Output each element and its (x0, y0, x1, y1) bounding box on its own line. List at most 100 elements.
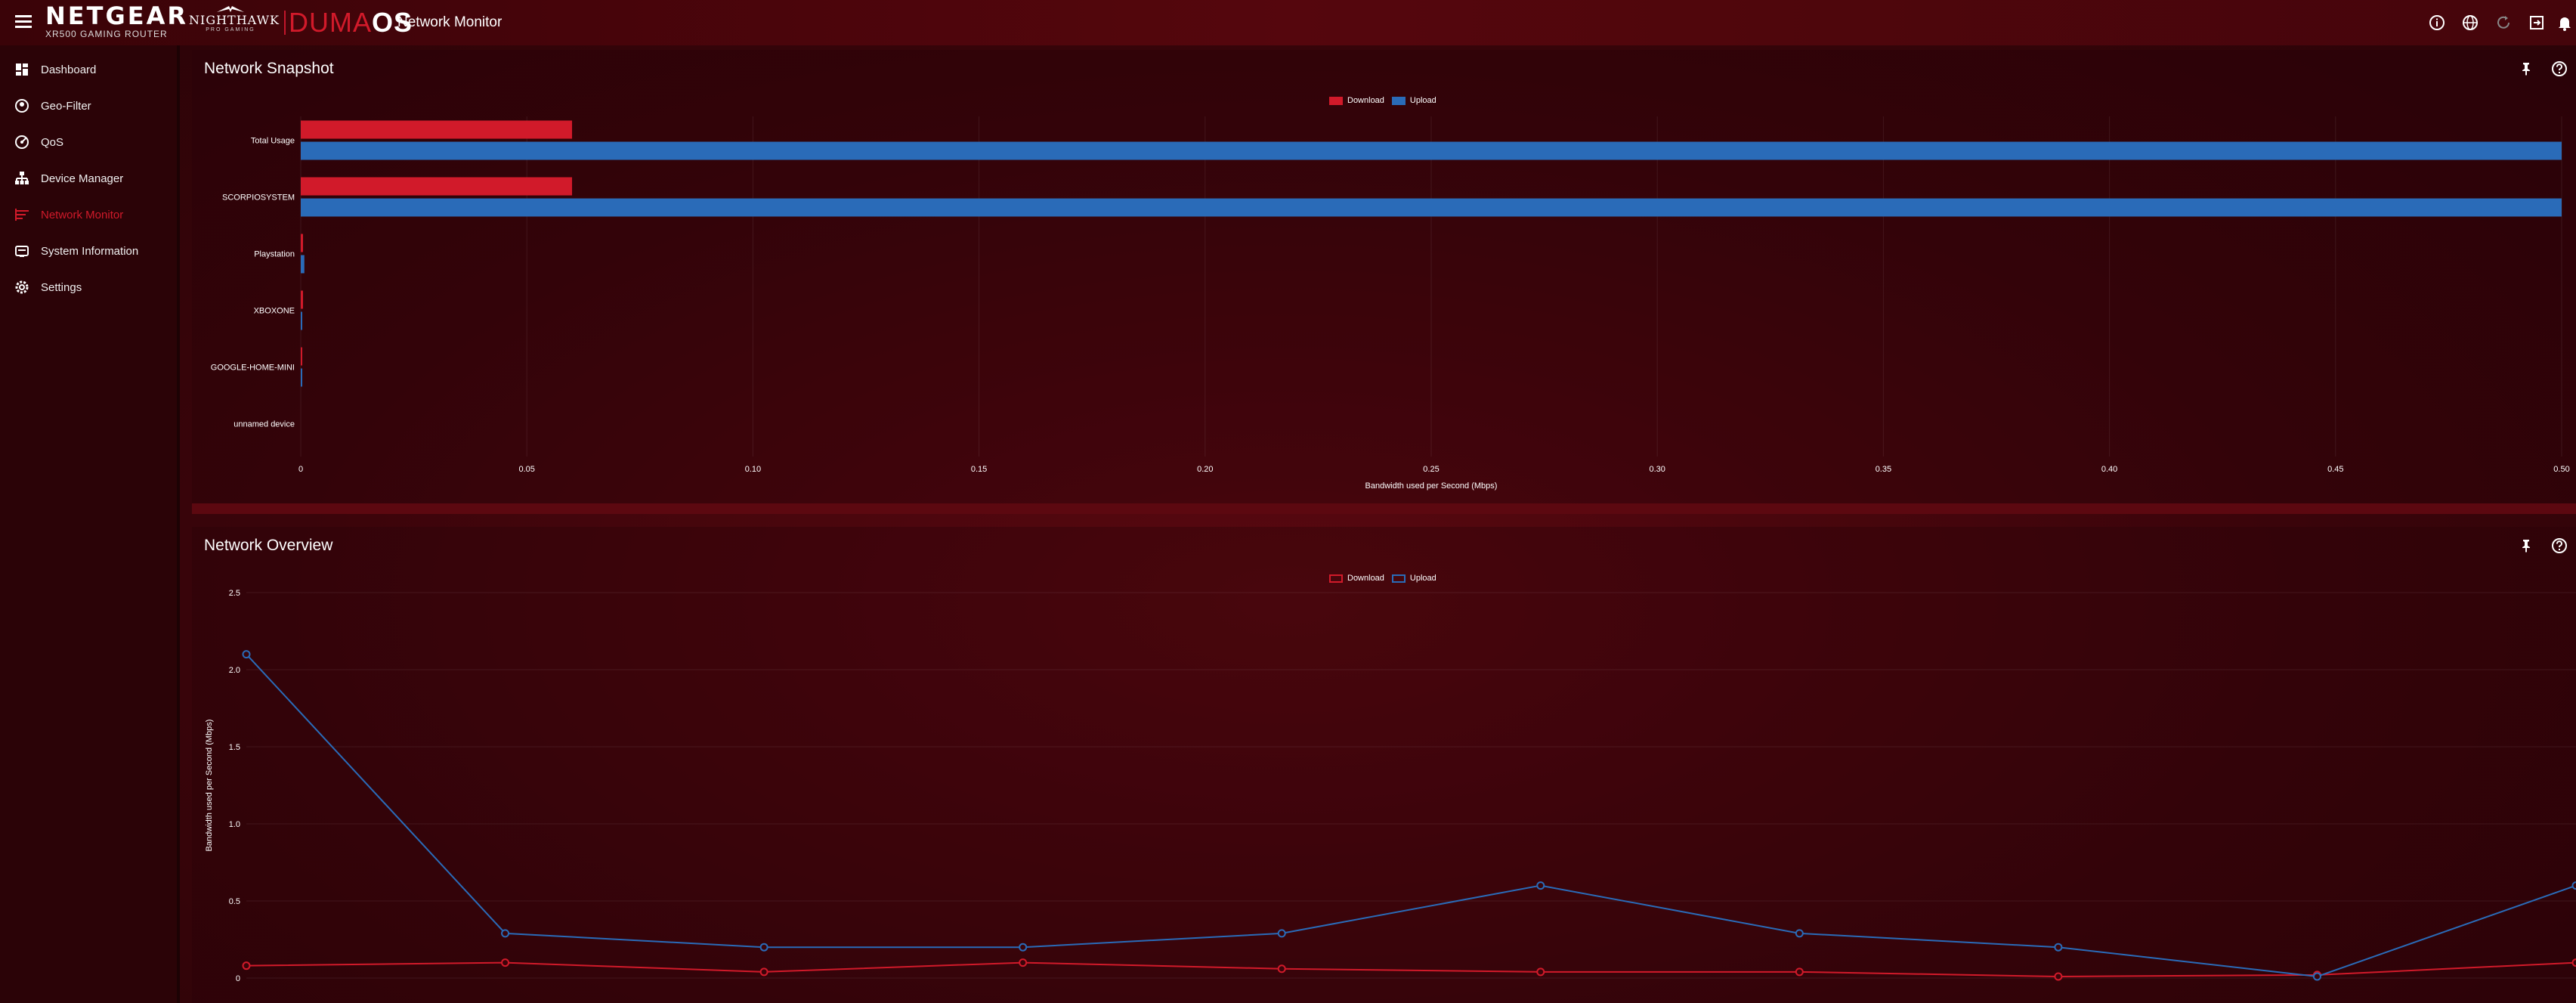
settings-icon (14, 279, 30, 296)
x-tick-label: 0 (298, 465, 303, 474)
x-tick-label: 0.15 (971, 465, 987, 474)
y-tick-label: SCORPIOSYSTEM (222, 193, 295, 203)
legend-label: Upload (1409, 574, 1436, 583)
network-snapshot-bar-chart: 0 0.05 0.10 0.15 0.20 0.25 0.30 0.35 0.40 0.45 0.5… (211, 116, 2570, 491)
legend-label: Download (1347, 574, 1384, 583)
legend-label: Download (1347, 96, 1384, 105)
pin-icon[interactable] (2510, 536, 2543, 556)
y-axis-label: Bandwidth used per Second (Mbps) (205, 720, 214, 852)
y-tick-label: 0 (236, 974, 240, 983)
nighthawk-name: NIGHTHAWK (189, 13, 280, 27)
legend-swatch-upload (1391, 96, 1406, 105)
help-icon[interactable] (2543, 59, 2576, 79)
x-tick-label: 0.50 (2553, 465, 2569, 474)
network-overview-line-chart: 0 0.5 1.0 1.5 2.0 2.5 Bandwidth used per Secon… (205, 589, 2576, 983)
bar-download (301, 290, 303, 309)
top-header: NETGEAR XR500 GAMING ROUTER NIGHTHAWK PR… (0, 0, 2576, 45)
header-divider (284, 11, 286, 35)
bar-download (301, 347, 302, 366)
geo-filter-icon (14, 98, 30, 114)
sidebar-item-label: QoS (41, 135, 64, 149)
globe-icon[interactable] (2454, 11, 2487, 35)
legend-item-upload[interactable]: Upload (1391, 574, 1436, 583)
legend-label: Upload (1409, 96, 1436, 105)
legend-swatch-upload (1391, 574, 1406, 583)
sidebar-item-system-information[interactable]: System Information (0, 233, 177, 269)
sidebar-item-dashboard[interactable]: Dashboard (0, 51, 177, 88)
sidebar-item-label: Network Monitor (41, 208, 124, 221)
x-tick-label: 0.30 (1649, 465, 1665, 474)
data-point-upload (1536, 881, 1545, 890)
dumaos-logo-duma: DUMA (289, 7, 372, 38)
sidebar-item-qos[interactable]: QoS (0, 124, 177, 160)
data-point-download (1019, 958, 1028, 967)
legend-item-download[interactable]: Download (1329, 96, 1384, 105)
panel-actions (2510, 536, 2576, 556)
x-tick-label: 0.40 (2101, 465, 2117, 474)
x-axis-label: Bandwidth used per Second (Mbps) (1365, 481, 1498, 491)
qos-icon (14, 134, 30, 150)
network-monitor-icon (14, 206, 30, 223)
series-line-upload (246, 653, 2576, 977)
y-tick-label: 1.5 (229, 743, 240, 752)
pin-icon[interactable] (2510, 59, 2543, 79)
network-snapshot-panel: Network Snapshot Download Upload 0 0.05 0.… (192, 50, 2576, 514)
sidebar-item-device-manager[interactable]: Device Manager (0, 160, 177, 197)
netgear-logo: NETGEAR XR500 GAMING ROUTER (45, 3, 188, 39)
dumaos-logo: DUMAOS (289, 8, 413, 38)
x-tick-label: 0.45 (2327, 465, 2343, 474)
data-point-upload (2571, 881, 2576, 890)
data-point-upload (2312, 972, 2321, 981)
logout-icon[interactable] (2520, 11, 2553, 35)
device-manager-icon (14, 170, 30, 187)
chart-legend: Download Upload (1329, 96, 1444, 105)
bar-download (301, 234, 303, 252)
series-line-download (246, 961, 2576, 977)
bar-download (301, 177, 573, 196)
x-tick-label: 0.05 (518, 465, 534, 474)
sidebar-item-settings[interactable]: Settings (0, 269, 177, 305)
legend-swatch-download (1329, 96, 1343, 105)
x-tick-label: 0.25 (1423, 465, 1439, 474)
legend-item-upload[interactable]: Upload (1391, 96, 1436, 105)
data-point-download (2054, 972, 2063, 981)
sidebar-item-label: Settings (41, 280, 82, 294)
bar-upload (301, 368, 302, 387)
bar-upload (301, 311, 302, 330)
data-point-upload (501, 929, 510, 938)
nighthawk-tagline: PRO GAMING (206, 27, 255, 33)
legend-swatch-download (1329, 574, 1343, 583)
panel-actions (2510, 59, 2576, 79)
bar-upload (301, 255, 305, 274)
panel-title: Network Snapshot (204, 60, 334, 77)
y-tick-label: 2.0 (229, 666, 240, 675)
y-tick-label: 0.5 (229, 897, 240, 906)
header-actions (2420, 11, 2576, 35)
sidebar-item-label: Dashboard (41, 63, 97, 76)
panel-title: Network Overview (204, 537, 333, 554)
x-tick-label: 0.20 (1197, 465, 1213, 474)
info-icon[interactable] (2420, 11, 2454, 35)
y-tick-label: 1.0 (229, 820, 240, 829)
refresh-icon[interactable] (2487, 11, 2520, 35)
help-icon[interactable] (2543, 536, 2576, 556)
nighthawk-wing-icon (217, 6, 244, 12)
data-point-download (1536, 967, 1545, 977)
bell-icon[interactable] (2553, 11, 2576, 35)
sidebar-item-label: Device Manager (41, 172, 124, 185)
legend-item-download[interactable]: Download (1329, 574, 1384, 583)
menu-icon[interactable] (15, 15, 32, 29)
y-tick-label: Total Usage (251, 137, 295, 146)
sidebar-item-geo-filter[interactable]: Geo-Filter (0, 88, 177, 124)
sidebar-item-network-monitor[interactable]: Network Monitor (0, 197, 177, 233)
sidebar: Dashboard Geo-Filter QoS Device Manager … (0, 45, 180, 1003)
nighthawk-logo: NIGHTHAWK PRO GAMING (189, 5, 280, 33)
y-tick-label: XBOXONE (254, 307, 295, 316)
data-point-upload (2054, 943, 2063, 952)
y-tick-label: unnamed device (233, 420, 295, 429)
data-point-upload (242, 650, 251, 659)
chart-legend: Download Upload (1329, 574, 1444, 583)
dumaos-logo-os: OS (372, 7, 413, 38)
data-point-upload (1277, 929, 1286, 938)
bar-upload (301, 141, 2562, 160)
